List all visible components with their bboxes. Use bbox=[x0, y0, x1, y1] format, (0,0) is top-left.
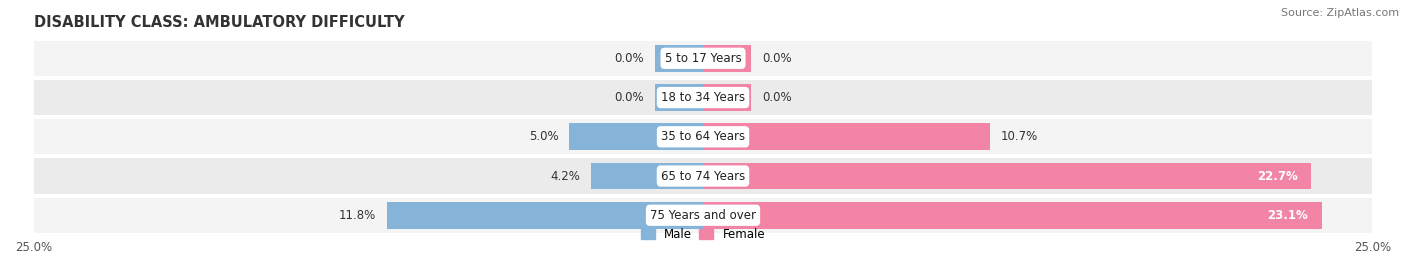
Bar bbox=[34, 158, 1372, 194]
Text: 0.0%: 0.0% bbox=[762, 91, 792, 104]
Bar bbox=[34, 41, 1372, 76]
Bar bbox=[703, 123, 990, 150]
Text: 75 Years and over: 75 Years and over bbox=[650, 209, 756, 222]
Text: 0.0%: 0.0% bbox=[614, 91, 644, 104]
Text: 35 to 64 Years: 35 to 64 Years bbox=[661, 130, 745, 143]
Text: 0.0%: 0.0% bbox=[614, 52, 644, 65]
Bar bbox=[34, 198, 1372, 233]
Bar bbox=[703, 163, 1310, 189]
Bar bbox=[569, 123, 703, 150]
Bar bbox=[655, 84, 703, 111]
Bar bbox=[703, 202, 1322, 229]
Text: 10.7%: 10.7% bbox=[1000, 130, 1038, 143]
Text: 11.8%: 11.8% bbox=[339, 209, 377, 222]
Bar bbox=[655, 45, 703, 72]
Text: Source: ZipAtlas.com: Source: ZipAtlas.com bbox=[1281, 8, 1399, 18]
Text: 0.0%: 0.0% bbox=[762, 52, 792, 65]
Bar bbox=[703, 84, 751, 111]
Text: 5 to 17 Years: 5 to 17 Years bbox=[665, 52, 741, 65]
Text: 4.2%: 4.2% bbox=[550, 169, 579, 182]
Text: 65 to 74 Years: 65 to 74 Years bbox=[661, 169, 745, 182]
Text: 23.1%: 23.1% bbox=[1267, 209, 1308, 222]
Text: 22.7%: 22.7% bbox=[1257, 169, 1298, 182]
Text: DISABILITY CLASS: AMBULATORY DIFFICULTY: DISABILITY CLASS: AMBULATORY DIFFICULTY bbox=[34, 15, 404, 30]
Bar bbox=[34, 80, 1372, 115]
Bar bbox=[387, 202, 703, 229]
Legend: Male, Female: Male, Female bbox=[641, 228, 765, 241]
Bar bbox=[591, 163, 703, 189]
Bar bbox=[703, 45, 751, 72]
Text: 18 to 34 Years: 18 to 34 Years bbox=[661, 91, 745, 104]
Text: 5.0%: 5.0% bbox=[529, 130, 558, 143]
Bar bbox=[34, 119, 1372, 154]
